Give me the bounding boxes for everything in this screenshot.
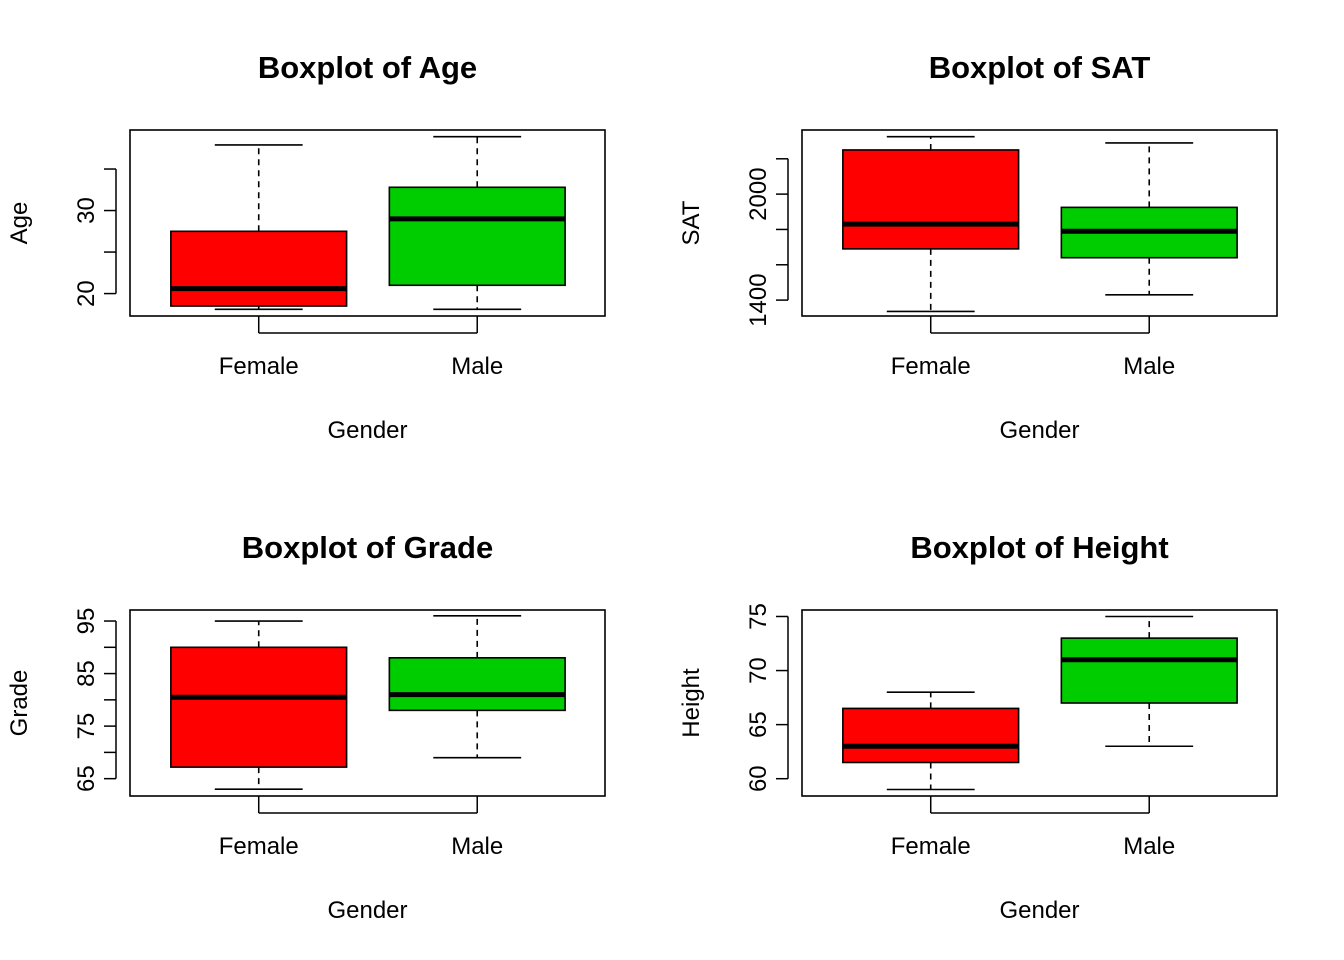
y-axis-label: Height (678, 668, 705, 738)
x-tick-label: Female (219, 833, 299, 860)
x-tick-label: Female (219, 353, 299, 380)
y-axis: 65 75 85 95 (73, 608, 117, 792)
y-tick-label: 75 (745, 603, 772, 630)
y-tick-label: 65 (73, 765, 100, 792)
y-tick-label: 20 (73, 280, 100, 307)
box-female (170, 144, 348, 311)
y-tick-label: 85 (73, 660, 100, 687)
x-axis: Female Male (219, 316, 503, 380)
x-axis-label: Gender (999, 897, 1079, 924)
iqr-box (842, 707, 1020, 764)
chart-panel-sat: Boxplot of SAT Gender SAT 1400 2000 Female Mal… (678, 50, 1278, 444)
chart-panel-grade: Boxplot of Grade Gender Grade 65 75 85 95 Femal… (6, 530, 606, 924)
x-axis: Female Male (891, 796, 1175, 860)
y-tick-label: 1400 (745, 273, 772, 326)
y-tick-label: 95 (73, 608, 100, 635)
iqr-box (1060, 637, 1238, 704)
chart-title: Boxplot of Grade (242, 530, 493, 565)
chart-title: Boxplot of Age (258, 50, 477, 85)
plot-frame (801, 129, 1278, 317)
iqr-box (170, 230, 348, 307)
x-axis-label: Gender (327, 897, 407, 924)
iqr-box (388, 657, 566, 712)
x-tick-label: Male (451, 353, 503, 380)
plot-frame (801, 609, 1278, 797)
iqr-box (842, 149, 1020, 250)
y-axis-label: Grade (6, 670, 33, 737)
box-male (1060, 615, 1238, 748)
box-male (1060, 142, 1238, 296)
y-axis: 60 65 70 75 (745, 603, 789, 792)
box-female (842, 135, 1020, 313)
x-axis: Female Male (219, 796, 503, 860)
box-female (842, 691, 1020, 791)
iqr-box (170, 646, 348, 768)
box-male (388, 614, 566, 759)
x-axis-label: Gender (999, 417, 1079, 444)
x-axis-label: Gender (327, 417, 407, 444)
plot-frame (129, 129, 606, 317)
box-female (170, 620, 348, 790)
box-male (388, 135, 566, 311)
y-tick-label: 30 (73, 197, 100, 224)
y-tick-label: 75 (73, 713, 100, 740)
plot-frame (129, 609, 606, 797)
x-tick-label: Male (1123, 353, 1175, 380)
y-axis: 1400 2000 (745, 158, 789, 327)
y-tick-label: 70 (745, 657, 772, 684)
y-tick-label: 2000 (745, 167, 772, 220)
chart-title: Boxplot of SAT (929, 50, 1151, 85)
iqr-box (388, 186, 566, 287)
x-tick-label: Female (891, 353, 971, 380)
x-tick-label: Female (891, 833, 971, 860)
chart-title: Boxplot of Height (910, 530, 1168, 565)
y-axis-label: SAT (678, 200, 705, 245)
x-axis: Female Male (891, 316, 1175, 380)
x-tick-label: Male (451, 833, 503, 860)
x-tick-label: Male (1123, 833, 1175, 860)
y-axis-label: Age (6, 202, 33, 245)
y-tick-label: 60 (745, 765, 772, 792)
chart-panel-height: Boxplot of Height Gender Height 60 65 70 75 Fem… (678, 530, 1278, 924)
y-tick-label: 65 (745, 711, 772, 738)
